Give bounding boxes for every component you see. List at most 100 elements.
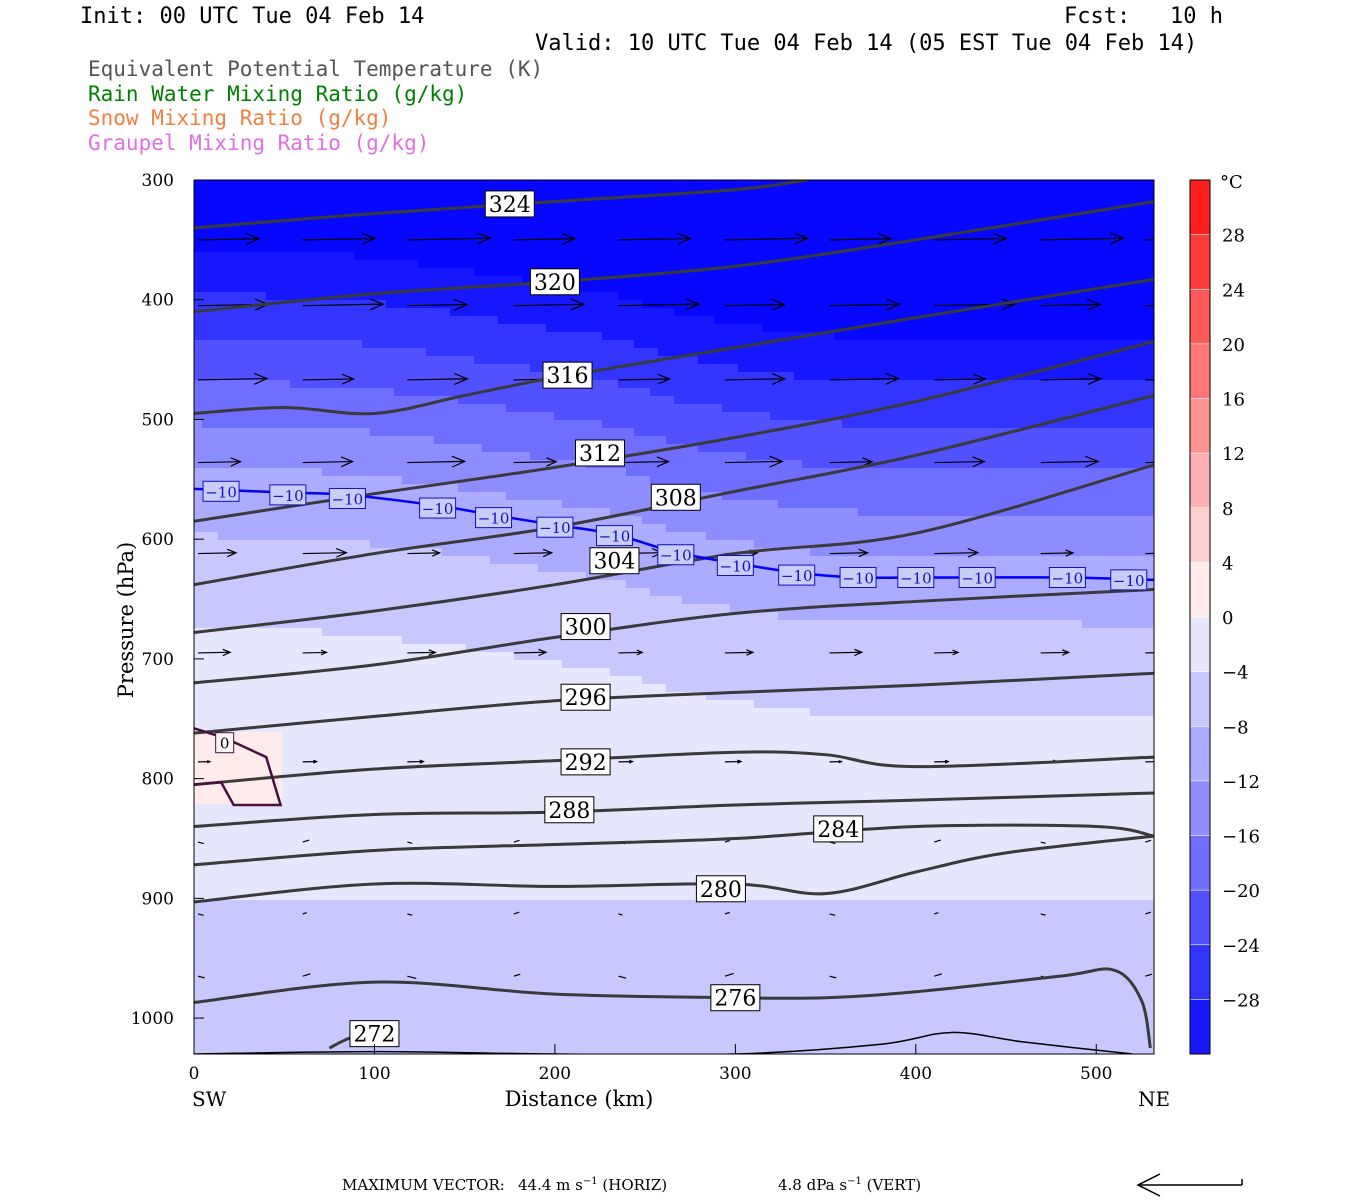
temp-label-box xyxy=(716,555,754,577)
wind-vector xyxy=(829,377,899,381)
theta-e-label: 292 xyxy=(565,751,607,776)
wind-vector-head xyxy=(230,457,243,467)
colorbar-band xyxy=(1189,343,1211,400)
legend-rain: Rain Water Mixing Ratio (g/kg) xyxy=(88,82,468,106)
temp-label: −10 xyxy=(1113,572,1145,590)
x-endpoint-right: NE xyxy=(1138,1087,1170,1111)
wind-vector xyxy=(1040,651,1069,654)
temp-label-box xyxy=(897,566,935,588)
y-tick-label: 600 xyxy=(142,530,174,550)
wind-vector-head xyxy=(967,548,980,558)
x-tick-label: 400 xyxy=(900,1064,932,1084)
wind-vector xyxy=(934,378,986,381)
theta-e-label-box xyxy=(542,361,593,389)
colorbar-tick-label: −4 xyxy=(1222,663,1249,684)
init-time: Init: 00 UTC Tue 04 Feb 14 xyxy=(80,4,425,29)
temp-label: −10 xyxy=(900,569,932,587)
wind-vector-head xyxy=(858,548,870,558)
temp-label: −10 xyxy=(205,483,237,501)
wind-vector xyxy=(513,303,584,307)
wind-vector-head xyxy=(570,298,586,311)
wind-vector xyxy=(1145,839,1152,843)
wind-vector-head xyxy=(431,549,442,557)
y-axis-label: Pressure (hPa) xyxy=(114,542,138,698)
wind-vector xyxy=(302,237,375,241)
y-tick-label: 900 xyxy=(142,889,174,909)
wind-vector-head xyxy=(1155,761,1158,763)
wind-vector-head xyxy=(973,373,987,385)
wind-vector xyxy=(197,238,260,241)
wind-vector-head xyxy=(861,457,874,467)
theta-e-label-box xyxy=(695,875,746,903)
colorbar-unit: °C xyxy=(1220,172,1243,193)
theta-e-label-box xyxy=(529,268,580,296)
temp-label: −10 xyxy=(1052,569,1084,587)
wind-vector-head xyxy=(561,232,577,245)
temp-label: −10 xyxy=(961,569,993,587)
theta-e-label: 288 xyxy=(548,799,590,824)
y-tick-label: 1000 xyxy=(131,1009,174,1029)
theta-e-label-box xyxy=(560,613,611,641)
wind-vector-head xyxy=(320,649,328,656)
colorbar-tick-label: 16 xyxy=(1222,390,1245,411)
colorbar-band xyxy=(1189,507,1211,564)
wind-vector-head xyxy=(636,649,644,656)
wind-vector xyxy=(618,303,699,307)
wind-vector xyxy=(829,461,873,464)
wind-vector-head xyxy=(253,372,269,385)
temp-label: −10 xyxy=(539,519,571,537)
colorbar-tick-label: −16 xyxy=(1222,827,1260,848)
wind-vector-head xyxy=(1110,232,1126,245)
wind-vector xyxy=(197,377,267,381)
x-endpoint-left: SW xyxy=(192,1087,227,1111)
wind-vector-head xyxy=(361,232,377,245)
theta-e-label: 280 xyxy=(700,878,742,903)
forecast-hour: Fcst: 10 h xyxy=(1064,4,1223,29)
wind-vector xyxy=(1145,552,1154,555)
theta-e-label: 316 xyxy=(547,364,589,389)
wind-vector-head xyxy=(746,649,755,656)
x-axis-label: Distance (km) xyxy=(505,1087,654,1111)
wind-vector xyxy=(302,303,384,307)
theta-e-label: 284 xyxy=(817,818,859,843)
wind-vector-head xyxy=(335,548,348,558)
wind-vector-head xyxy=(877,232,893,245)
max-vector-arrow xyxy=(1136,1173,1243,1197)
wind-vector-head xyxy=(952,649,960,656)
theta-e-contour-320 xyxy=(194,200,1154,314)
theta-e-label-box xyxy=(484,190,535,218)
wind-vector xyxy=(407,841,413,844)
wind-vector-head xyxy=(222,648,232,657)
theta-e-label: 300 xyxy=(565,616,607,641)
temp-label-box xyxy=(778,564,816,586)
wind-vector xyxy=(1040,378,1101,381)
wind-vector-head xyxy=(794,232,810,245)
temp-label-box xyxy=(536,516,574,538)
wind-vector-head xyxy=(656,456,670,468)
theta-e-contour-296 xyxy=(194,671,1154,735)
wind-vector xyxy=(513,238,575,241)
wind-vector xyxy=(724,840,730,843)
wind-vector xyxy=(407,975,417,980)
theta-e-label-box xyxy=(650,483,701,511)
y-tick-label: 500 xyxy=(142,410,174,430)
theta-e-label: 296 xyxy=(565,686,607,711)
colorbar-band xyxy=(1189,562,1211,618)
temp-label-box xyxy=(958,566,996,588)
wind-vector xyxy=(513,461,557,464)
wind-vector xyxy=(302,460,353,464)
wind-vector xyxy=(302,912,307,915)
temp-label: −10 xyxy=(422,500,454,518)
wind-vector-head xyxy=(1087,372,1103,385)
wind-vector xyxy=(934,839,942,843)
wind-vector xyxy=(407,913,413,916)
colorbar-tick-label: −12 xyxy=(1222,772,1260,793)
colorbar-tick-label: 20 xyxy=(1222,335,1245,356)
wind-vector xyxy=(618,975,627,979)
temp-label-box xyxy=(202,480,240,502)
wind-vector xyxy=(934,460,985,464)
theta-e-label: 304 xyxy=(593,550,635,575)
temp-zero-label: 0 xyxy=(220,735,230,753)
wind-vector-head xyxy=(1084,455,1100,468)
